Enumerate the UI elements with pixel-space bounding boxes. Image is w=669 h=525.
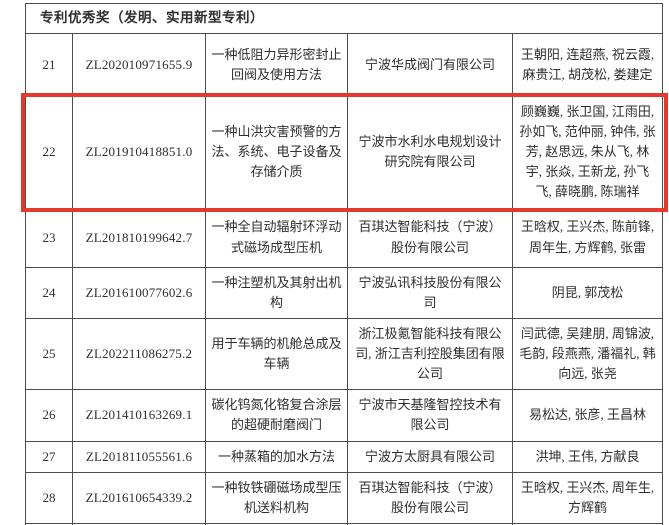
patent-number: ZL201410163269.1 [72, 389, 206, 442]
row-number: 23 [25, 207, 73, 268]
patent-title: 一种钕铁硼磁场成型压机送料机构 [205, 471, 348, 525]
patent-number: ZL201810199642.7 [72, 207, 206, 268]
patent-award-table: 专利优秀奖（发明、实用新型专利） 21 ZL202010971655.9 一种低… [25, 3, 663, 525]
inventor-names: 王晗权, 王兴杰, 陈前锋, 周年生, 方辉鹤, 张雷 [512, 207, 663, 268]
inventor-names: 易松达, 张彦, 王昌林 [512, 389, 663, 442]
row-number: 22 [25, 95, 73, 209]
patent-number: ZL201811055561.6 [72, 440, 206, 473]
row-number: 25 [25, 317, 73, 391]
company-name: 宁波方太厨具有限公司 [347, 440, 513, 473]
company-name: 百琪达智能科技（宁波）股份有限公司 [347, 471, 513, 525]
inventor-names: 洪坤, 王伟, 方献良 [512, 440, 663, 473]
inventor-names: 高会军, 刘伟华, 孙昊, 于兴虎 [512, 523, 663, 525]
section-title: 专利优秀奖（发明、实用新型专利） [25, 3, 663, 34]
patent-title: 一种注塑机及其射出机构 [205, 266, 348, 319]
table-row: 28 ZL201610654339.2 一种钕铁硼磁场成型压机送料机构 百琪达智… [25, 471, 663, 525]
table-row: 24 ZL201610077602.6 一种注塑机及其射出机构 宁波弘讯科技股份… [25, 266, 663, 319]
table-row: 21 ZL202010971655.9 一种低阻力异形密封止回阀及使用方法 宁波… [25, 32, 663, 97]
table-row: 26 ZL201410163269.1 碳化钨氮化铬复合涂层的超硬耐磨阀门 宁波… [25, 389, 663, 442]
inventor-names: 顾巍巍, 张卫国, 江雨田, 孙如飞, 范仲丽, 钟伟, 张芳, 赵思远, 朱从… [512, 95, 663, 209]
patent-number: ZL201910418851.0 [72, 95, 206, 209]
table-row: 23 ZL201810199642.7 一种全自动辐射环浮动式磁场成型压机 百琪… [25, 207, 663, 268]
inventor-names: 阴昆, 郭茂松 [512, 266, 663, 319]
patent-award-table-wrapper: 专利优秀奖（发明、实用新型专利） 21 ZL202010971655.9 一种低… [21, 3, 668, 525]
table-row: 29 ZL202010689747.8 一种球形引脚芯片定位方法及系统 宁波智能… [25, 523, 663, 525]
inventor-names: 王朝阳, 连超燕, 祝云霞, 麻贵江, 胡茂松, 娄建定 [512, 32, 663, 97]
section-header-row: 专利优秀奖（发明、实用新型专利） [25, 3, 663, 34]
row-number: 24 [25, 266, 73, 319]
company-name: 宁波市水利水电规划设计研究院有限公司 [347, 95, 513, 209]
patent-number: ZL202010971655.9 [72, 32, 206, 97]
patent-title: 一种低阻力异形密封止回阀及使用方法 [205, 32, 348, 97]
row-number: 28 [25, 471, 73, 525]
patent-title: 碳化钨氮化铬复合涂层的超硬耐磨阀门 [205, 389, 348, 442]
row-number: 26 [25, 389, 73, 442]
table-row-highlighted: 22 ZL201910418851.0 一种山洪灾害预警的方法、系统、电子设备及… [25, 95, 663, 209]
patent-title: 一种全自动辐射环浮动式磁场成型压机 [205, 207, 348, 268]
company-name: 宁波弘讯科技股份有限公司 [347, 266, 513, 319]
table-row: 27 ZL201811055561.6 一种蒸箱的加水方法 宁波方太厨具有限公司… [25, 440, 663, 473]
company-name: 宁波华成阀门有限公司 [347, 32, 513, 97]
company-name: 百琪达智能科技（宁波）股份有限公司 [347, 207, 513, 268]
row-number: 27 [25, 440, 73, 473]
patent-number: ZL201610077602.6 [72, 266, 206, 319]
patent-title: 一种山洪灾害预警的方法、系统、电子设备及存储介质 [205, 95, 348, 209]
patent-title: 用于车辆的机舱总成及车辆 [205, 317, 348, 391]
patent-title: 一种蒸箱的加水方法 [205, 440, 348, 473]
patent-number: ZL202211086275.2 [72, 317, 206, 391]
company-name: 浙江极氪智能科技有限公司, 浙江吉利控股集团有限公司 [347, 317, 513, 391]
patent-number: ZL201610654339.2 [72, 471, 206, 525]
row-number: 21 [25, 32, 73, 97]
table-row: 25 ZL202211086275.2 用于车辆的机舱总成及车辆 浙江极氪智能科… [25, 317, 663, 391]
inventor-names: 闫武德, 吴建朋, 周锦波, 毛韵, 段燕燕, 潘福礼, 韩向远, 张尧 [512, 317, 663, 391]
company-name: 宁波市天基隆智控技术有限公司 [347, 389, 513, 442]
inventor-names: 王晗权, 王兴杰, 周年生, 方辉鹤 [512, 471, 663, 525]
